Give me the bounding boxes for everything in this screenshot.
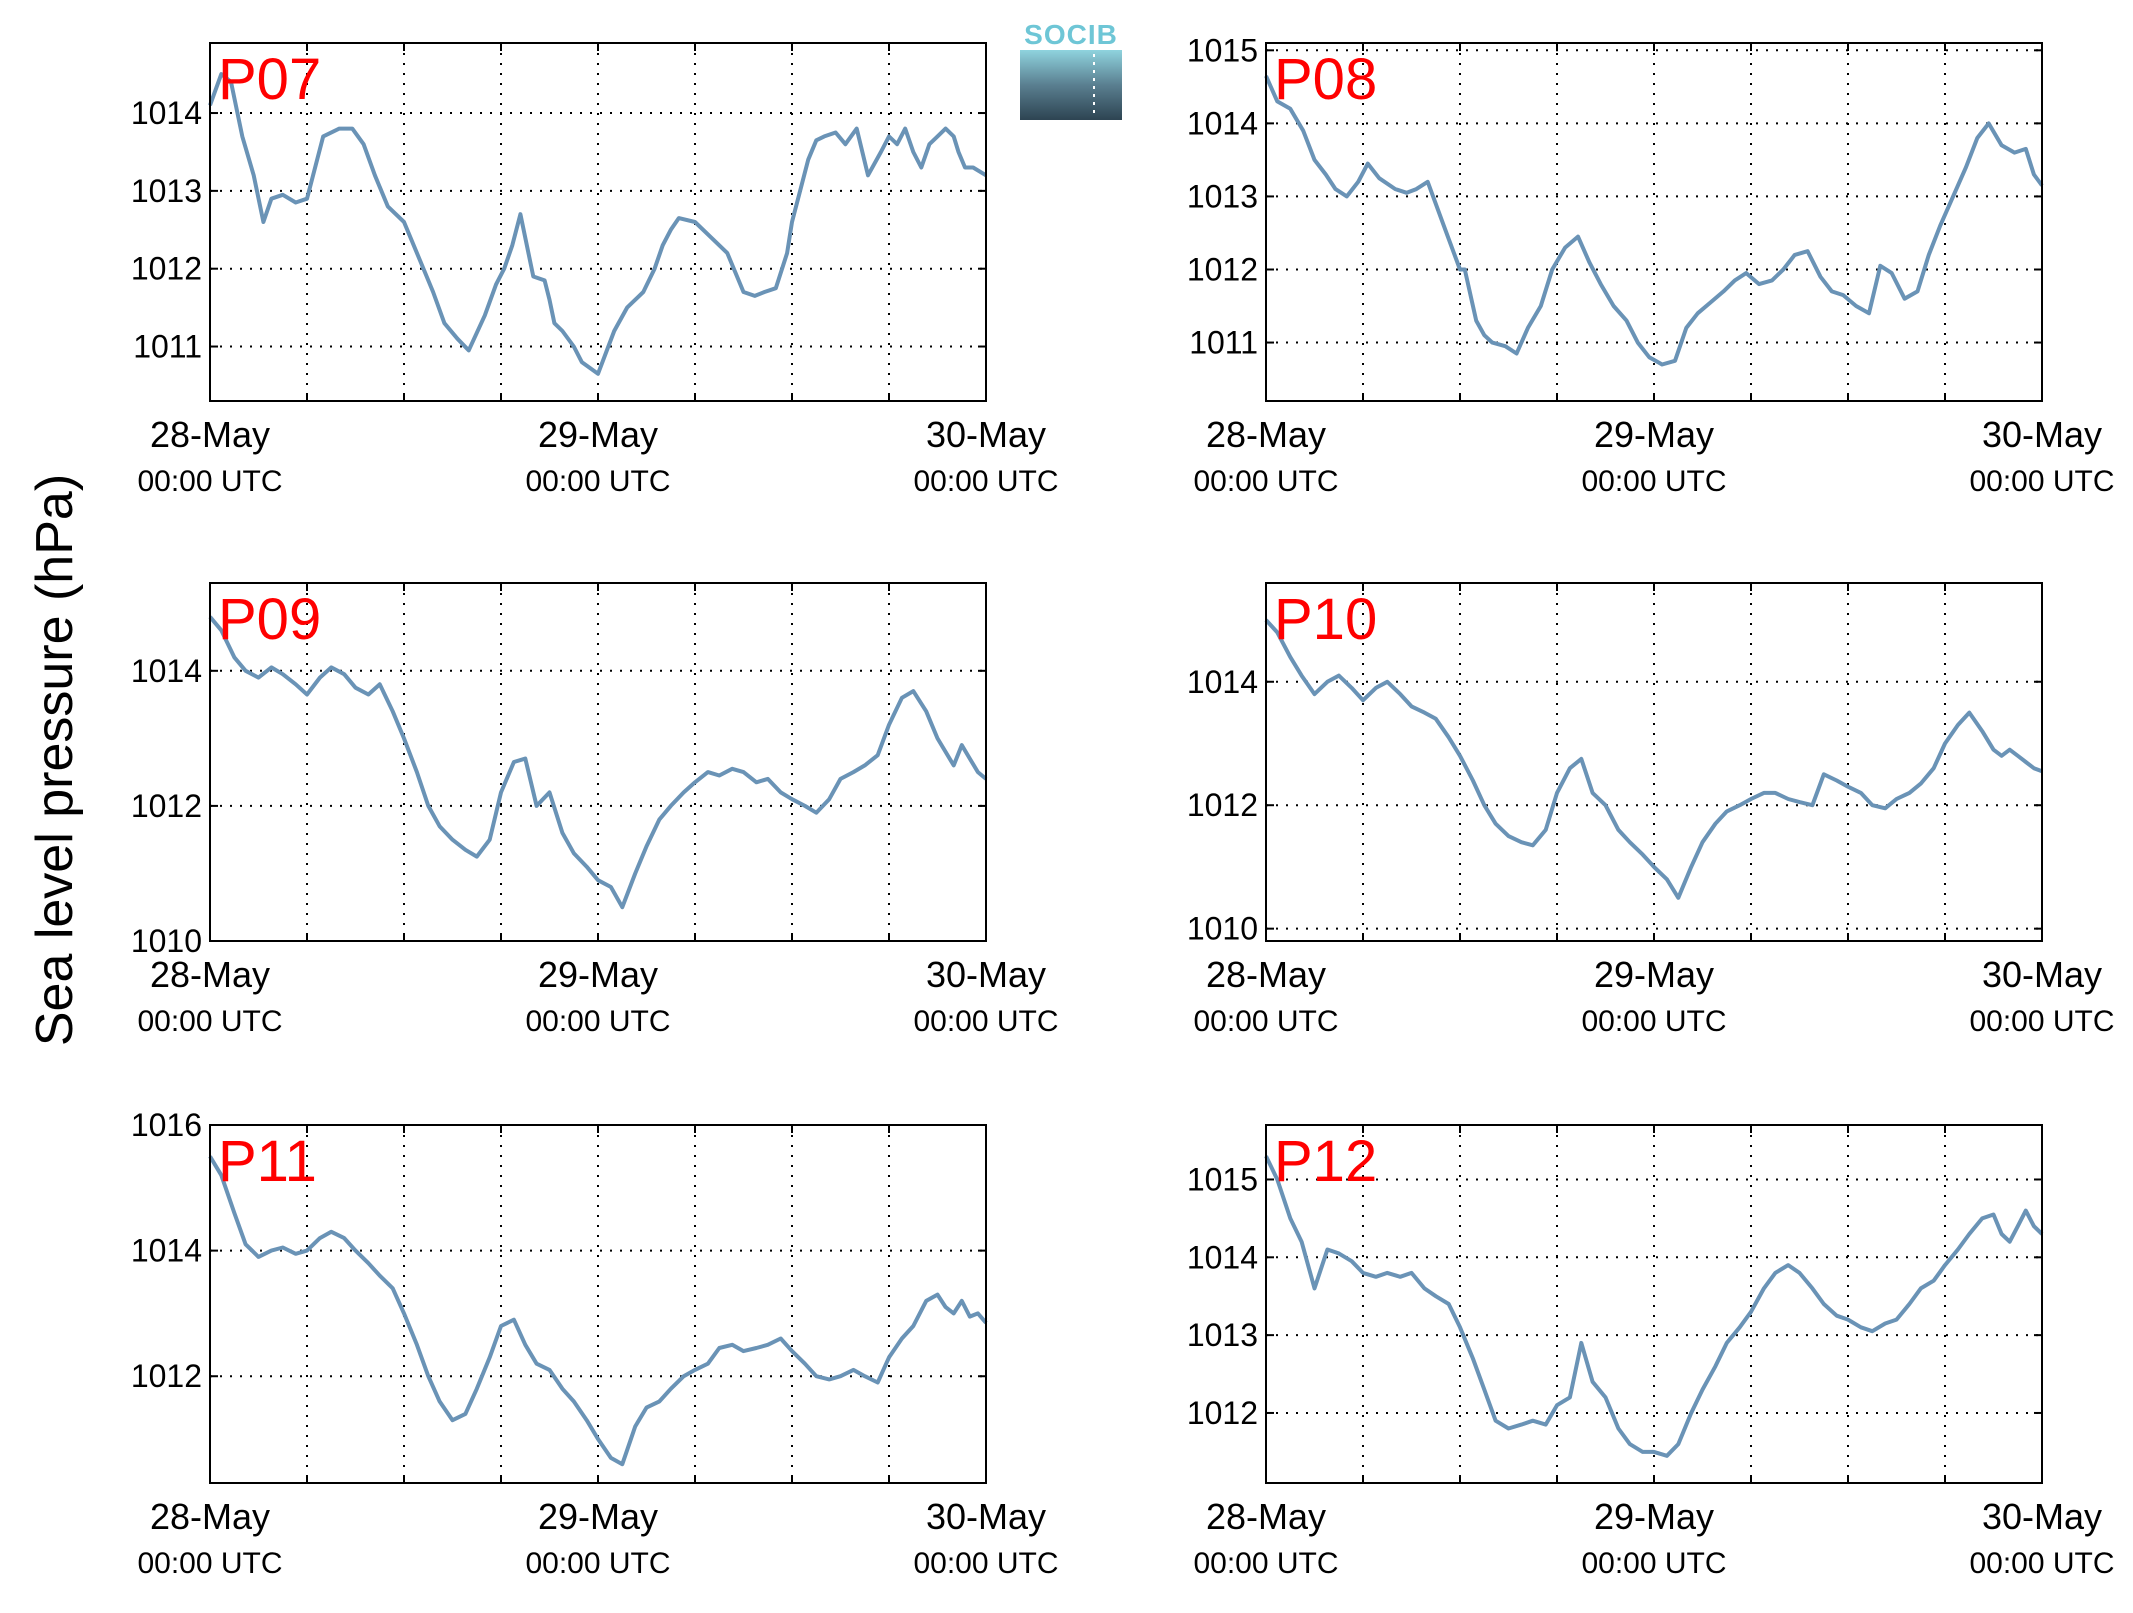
y-tick-label: 1010 — [1187, 911, 1258, 947]
panel-label: P08 — [1274, 47, 1377, 112]
x-tick-label-date: 30-May — [1982, 414, 2102, 455]
y-tick-label: 1012 — [1187, 787, 1258, 823]
panel-p08: 1011 1012 1013 1014 1015 P08 28-May 00:00 UTC 29… — [1187, 32, 2115, 498]
series-line-p07 — [208, 72, 988, 376]
series-line-p09 — [208, 615, 988, 910]
y-axis-label: Sea level pressure (hPa) — [26, 474, 84, 1046]
panel-label: P07 — [218, 47, 321, 112]
x-tick-label-time: 00:00 UTC — [1969, 1547, 2114, 1580]
x-tick-label-date: 30-May — [926, 954, 1046, 995]
x-tick-label-time: 00:00 UTC — [137, 1547, 282, 1580]
y-tick-label: 1014 — [131, 653, 202, 689]
panel-p10: 1010 1012 1014 P10 28-May 00:00 UTC 29-May 00:0… — [1187, 582, 2115, 1038]
y-tick-label: 1015 — [1187, 32, 1258, 68]
y-tick-label: 1014 — [1187, 105, 1258, 141]
x-tick-label-time: 00:00 UTC — [1969, 465, 2114, 498]
x-tick-label-time: 00:00 UTC — [913, 1547, 1058, 1580]
y-tick-label: 1012 — [131, 788, 202, 824]
panel-p11: 1012 1014 1016 P11 28-May 00:00 UTC 29-May 00:0… — [131, 1107, 1059, 1580]
x-tick-label-time: 00:00 UTC — [525, 465, 670, 498]
x-tick-label-time: 00:00 UTC — [1581, 465, 1726, 498]
panel-p12: 1012 1013 1014 1015 P12 28-May 00:00 UTC 29-May… — [1187, 1124, 2115, 1580]
x-tick-label-date: 28-May — [1206, 414, 1326, 455]
x-tick-label-time: 00:00 UTC — [913, 465, 1058, 498]
y-tick-label: 1012 — [1187, 1395, 1258, 1431]
x-tick-label-time: 00:00 UTC — [525, 1005, 670, 1038]
y-tick-label: 1014 — [131, 95, 202, 131]
x-tick-label-time: 00:00 UTC — [1969, 1005, 2114, 1038]
x-tick-label-time: 00:00 UTC — [1581, 1005, 1726, 1038]
y-tick-label: 1013 — [1187, 1317, 1258, 1353]
panel-p07: 1011 1012 1013 1014 P07 28-May 00:00 UTC 29-May… — [131, 42, 1059, 498]
x-tick-label-time: 00:00 UTC — [1193, 1005, 1338, 1038]
x-tick-label-date: 29-May — [538, 954, 658, 995]
socib-logo: SOCIB — [1020, 19, 1122, 120]
y-tick-label: 1014 — [131, 1233, 202, 1269]
x-tick-label-date: 29-May — [1594, 954, 1714, 995]
x-tick-label-date: 30-May — [926, 1496, 1046, 1537]
x-tick-label-time: 00:00 UTC — [1581, 1547, 1726, 1580]
x-tick-label-date: 29-May — [1594, 414, 1714, 455]
x-tick-label-time: 00:00 UTC — [525, 1547, 670, 1580]
y-tick-label: 1012 — [131, 251, 202, 287]
panel-label: P09 — [218, 587, 321, 652]
x-tick-label-date: 29-May — [538, 1496, 658, 1537]
x-tick-label-time: 00:00 UTC — [137, 1005, 282, 1038]
y-tick-label: 1014 — [1187, 1239, 1258, 1275]
x-tick-label-date: 29-May — [538, 414, 658, 455]
plot-frame — [209, 42, 987, 402]
series-line-p11 — [208, 1155, 988, 1467]
logo-text: SOCIB — [1024, 19, 1118, 50]
y-tick-label: 1010 — [131, 923, 202, 959]
x-tick-label-time: 00:00 UTC — [137, 465, 282, 498]
plot-frame — [1265, 582, 2043, 942]
y-tick-label: 1012 — [1187, 251, 1258, 287]
x-tick-label-time: 00:00 UTC — [913, 1005, 1058, 1038]
y-tick-label: 1016 — [131, 1107, 202, 1143]
panel-label: P12 — [1274, 1129, 1377, 1194]
series-line-p10 — [1264, 618, 2043, 900]
y-tick-label: 1013 — [1187, 178, 1258, 214]
x-tick-label-date: 28-May — [1206, 954, 1326, 995]
panel-label: P10 — [1274, 587, 1377, 652]
plot-frame — [1265, 1124, 2043, 1484]
y-tick-label: 1011 — [133, 329, 202, 365]
x-tick-label-date: 30-May — [1982, 954, 2102, 995]
y-tick-label: 1012 — [131, 1358, 202, 1394]
x-tick-label-date: 30-May — [926, 414, 1046, 455]
y-tick-label: 1014 — [1187, 664, 1258, 700]
panel-p09: 1010 1012 1014 P09 28-May 00:00 UTC 29-May 00:0… — [131, 582, 1059, 1038]
x-tick-label-time: 00:00 UTC — [1193, 465, 1338, 498]
x-tick-label-date: 28-May — [1206, 1496, 1326, 1537]
series-line-p12 — [1264, 1155, 2044, 1458]
series-line-p08 — [1264, 75, 2044, 367]
y-tick-label: 1011 — [1189, 325, 1258, 361]
x-tick-label-date: 28-May — [150, 1496, 270, 1537]
panel-label: P11 — [218, 1129, 317, 1194]
plot-frame — [1265, 42, 2043, 402]
plot-frame — [209, 1124, 987, 1484]
plot-frame — [209, 582, 987, 942]
y-tick-label: 1015 — [1187, 1161, 1258, 1197]
x-tick-label-time: 00:00 UTC — [1193, 1547, 1338, 1580]
x-tick-label-date: 28-May — [150, 414, 270, 455]
x-tick-label-date: 30-May — [1982, 1496, 2102, 1537]
y-tick-label: 1013 — [131, 173, 202, 209]
x-tick-label-date: 28-May — [150, 954, 270, 995]
x-tick-label-date: 29-May — [1594, 1496, 1714, 1537]
